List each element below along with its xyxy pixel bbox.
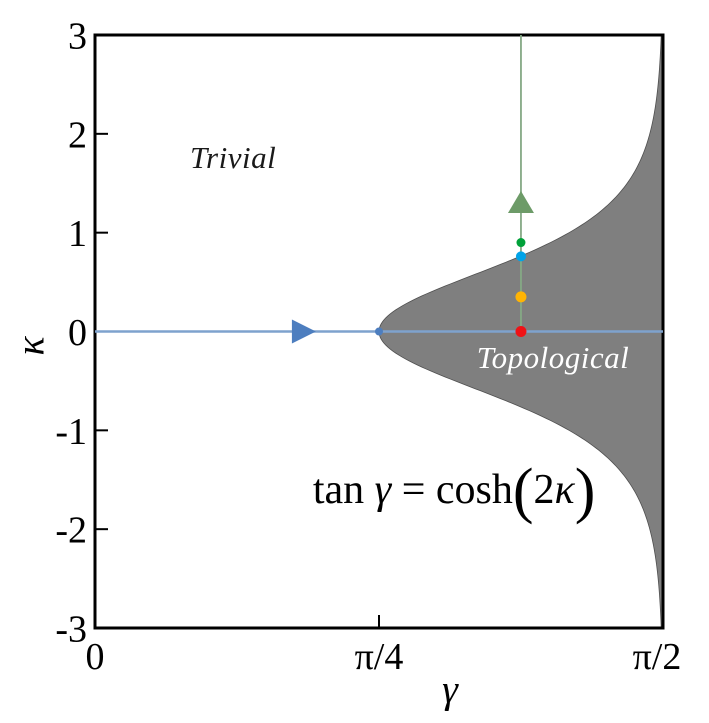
y-tick-label: -3 bbox=[55, 609, 87, 651]
green-dot bbox=[516, 238, 526, 248]
boundary-tip-dot bbox=[375, 327, 383, 336]
x-tick-label: π/4 bbox=[355, 636, 404, 678]
x-tick-label: π/2 bbox=[633, 636, 682, 678]
y-tick-label: -2 bbox=[55, 510, 87, 552]
x-tick-label: 0 bbox=[86, 636, 105, 678]
azure-dot bbox=[515, 251, 526, 262]
y-tick-label: 0 bbox=[68, 312, 87, 354]
y-tick-label: 1 bbox=[68, 213, 87, 255]
y-tick-label: 2 bbox=[68, 114, 87, 156]
y-tick-label: 3 bbox=[68, 16, 87, 58]
orange-dot bbox=[515, 291, 527, 303]
up-arrow-marker bbox=[507, 191, 534, 214]
right-arrow-marker bbox=[291, 319, 316, 344]
red-dot bbox=[515, 326, 527, 337]
y-tick-label: -1 bbox=[55, 411, 87, 453]
